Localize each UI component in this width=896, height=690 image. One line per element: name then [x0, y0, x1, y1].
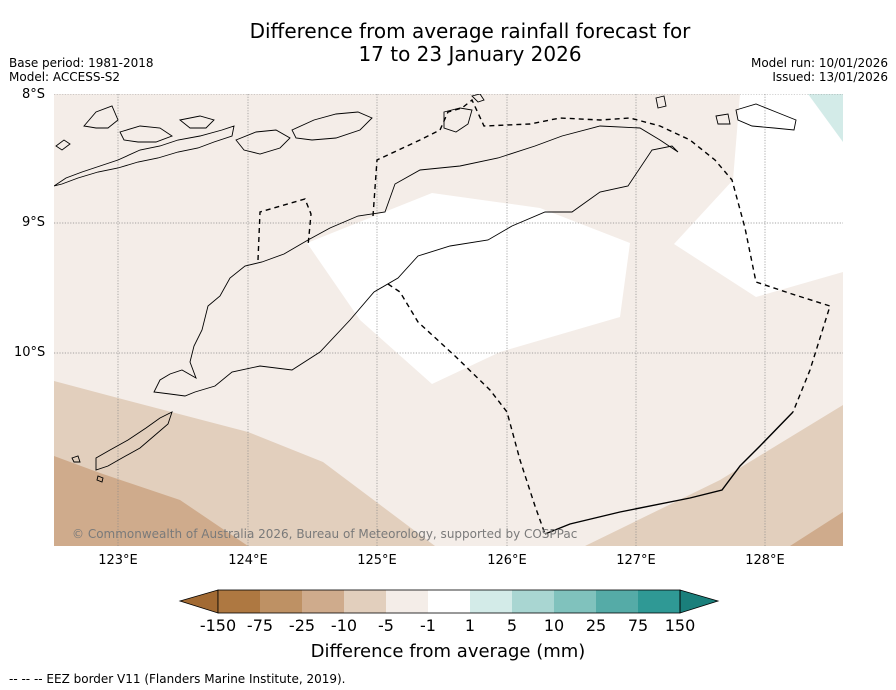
colorbar-tick: 150 [664, 616, 696, 635]
eez-timor-leste-south [387, 283, 546, 535]
adonara-island [83, 105, 119, 129]
lat-label-10s: 10°S [14, 345, 46, 360]
eez-timor-leste-north [372, 98, 831, 413]
rain-category-drier-se [790, 512, 843, 546]
colorbar-arrow-left [178, 589, 219, 614]
islet-5 [655, 95, 667, 109]
coastlines [54, 94, 797, 483]
colorbar-tick: 10 [543, 616, 565, 635]
colorbar-segment [512, 590, 554, 613]
base-period: Base period: 1981-2018 [9, 56, 154, 70]
colorbar-tick: -25 [288, 616, 316, 635]
colorbar-tick: -10 [330, 616, 358, 635]
copyright-notice: © Commonwealth of Australia 2026, Bureau… [72, 527, 578, 541]
timor-island [153, 125, 679, 397]
map-area [54, 94, 843, 546]
lon-label-123e: 123°E [98, 553, 138, 568]
islet-1 [71, 455, 81, 463]
colorbar-segment [302, 590, 344, 613]
colorbar-tick: 75 [627, 616, 649, 635]
islet-3 [55, 139, 71, 151]
solor-island [178, 115, 215, 129]
lon-label-127e: 127°E [616, 553, 656, 568]
colorbar-tick: 25 [585, 616, 607, 635]
maritime-boundary [544, 411, 794, 535]
colorbar-segment [470, 590, 512, 613]
rain-category-dry-se [585, 405, 843, 546]
eez-border [257, 98, 831, 535]
colorbar-segment [386, 590, 428, 613]
colorbar-tick: -150 [199, 616, 237, 635]
alor-island [291, 111, 373, 141]
colorbar-segment [596, 590, 638, 613]
meta-right: Model run: 10/01/2026 Issued: 13/01/2026 [751, 56, 888, 84]
colorbar-segment [638, 590, 680, 613]
colorbar-tick: 5 [506, 616, 518, 635]
colorbar-segment [554, 590, 596, 613]
near-average-area-east [674, 94, 843, 297]
colorbar-label: Difference from average (mm) [310, 641, 586, 662]
rain-category-light-wet [808, 94, 843, 142]
lembata-island [119, 125, 173, 143]
colorbar-outline [217, 589, 681, 614]
islet-4 [471, 94, 485, 103]
colorbar-tick: 1 [464, 616, 476, 635]
colorbar-tick: -5 [378, 616, 394, 635]
flores-island [54, 125, 235, 187]
meta-left: Base period: 1981-2018 Model: ACCESS-S2 [9, 56, 154, 84]
model-run: Model run: 10/01/2026 [750, 56, 888, 70]
lon-label-125e: 125°E [357, 553, 397, 568]
colorbar-segment [218, 590, 260, 613]
colorbar-segment [260, 590, 302, 613]
colorbar [178, 589, 720, 614]
model-name: Model: ACCESS-S2 [9, 70, 121, 84]
colorbar-arrow-right [679, 589, 720, 614]
title-line-2: 17 to 23 January 2026 [358, 42, 582, 66]
wetar-east-island [735, 103, 797, 131]
colorbar-tick: -75 [246, 616, 274, 635]
graticule [54, 94, 843, 546]
lat-label-9s: 9°S [22, 215, 46, 230]
near-average-area-central [307, 193, 630, 384]
rote-island [95, 411, 173, 471]
colorbar-segment [344, 590, 386, 613]
colorbar-segment [428, 590, 470, 613]
lat-label-8s: 8°S [22, 87, 46, 102]
chart-title: Difference from average rainfall forecas… [0, 20, 896, 66]
lon-label-126e: 126°E [487, 553, 527, 568]
eez-footnote: -- -- -- EEZ border V11 (Flanders Marine… [9, 672, 346, 686]
lon-label-124e: 124°E [228, 553, 268, 568]
atauro-island [443, 107, 473, 133]
islet-6 [715, 113, 731, 125]
colorbar-tick: -1 [420, 616, 436, 635]
eez-oecusse [257, 198, 312, 261]
issued-date: Issued: 13/01/2026 [772, 70, 888, 84]
pantar-island [235, 129, 291, 155]
lon-label-128e: 128°E [745, 553, 785, 568]
title-line-1: Difference from average rainfall forecas… [249, 19, 691, 43]
islet-2 [96, 475, 104, 483]
